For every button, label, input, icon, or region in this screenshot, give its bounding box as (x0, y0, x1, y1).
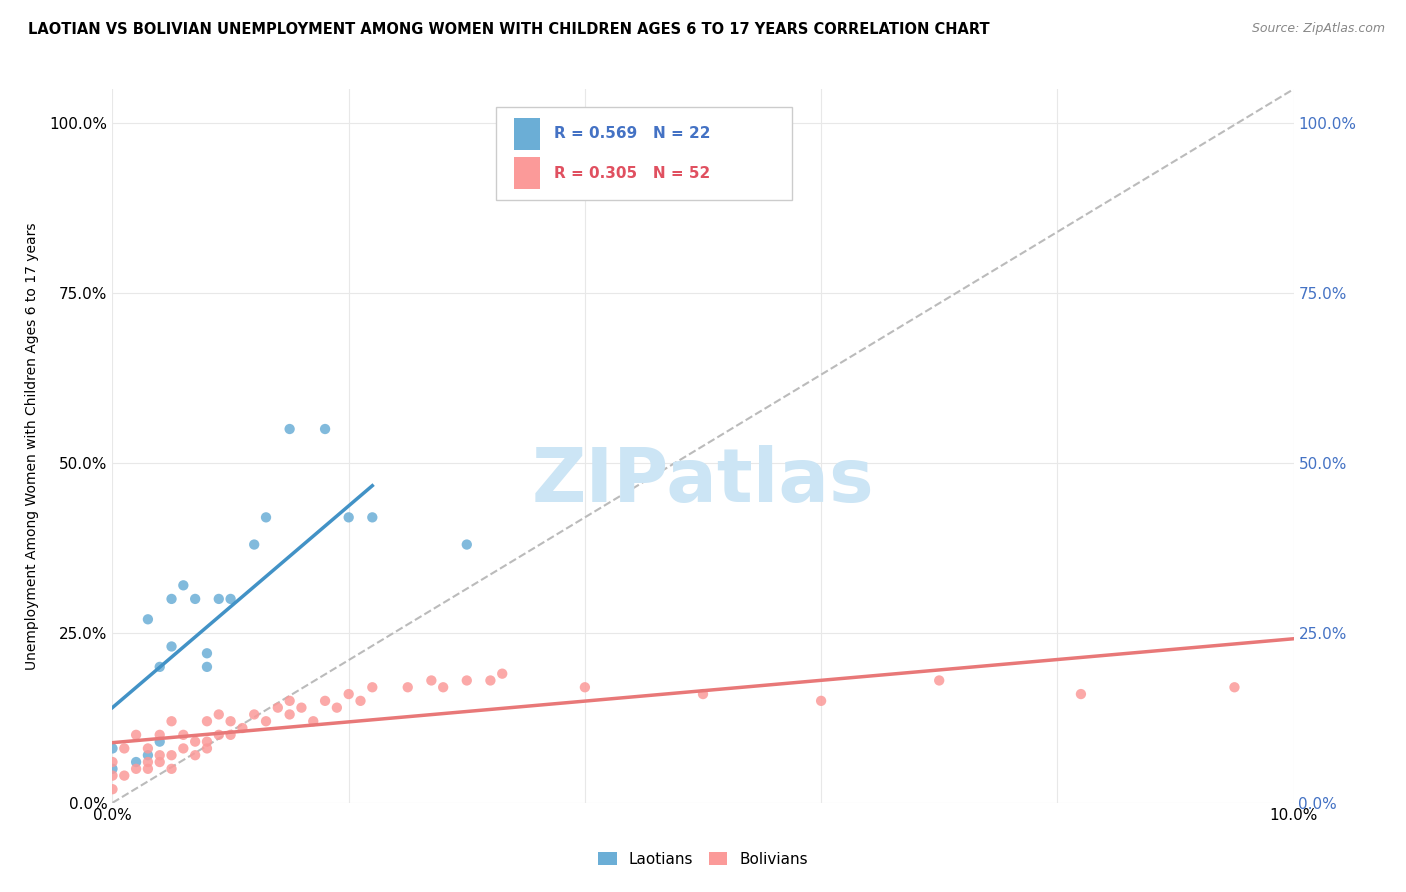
Point (208, 707, 231, 722)
Point (136, 748, 159, 763)
Point (125, 755, 148, 769)
Point (254, 510, 277, 524)
Point (574, 680, 596, 694)
Point (326, 700, 349, 714)
Point (195, 714, 218, 729)
Point (101, 741, 124, 756)
Point (149, 660, 172, 674)
Point (160, 591, 183, 606)
Text: LAOTIAN VS BOLIVIAN UNEMPLOYMENT AMONG WOMEN WITH CHILDREN AGES 6 TO 17 YEARS CO: LAOTIAN VS BOLIVIAN UNEMPLOYMENT AMONG W… (28, 22, 990, 37)
Point (160, 640, 183, 654)
Point (195, 734, 218, 748)
Text: ZIPatlas: ZIPatlas (531, 445, 875, 518)
Point (361, 680, 384, 694)
Point (290, 700, 312, 714)
Point (112, 741, 135, 756)
Y-axis label: Unemployment Among Women with Children Ages 6 to 17 years: Unemployment Among Women with Children A… (24, 222, 38, 670)
Point (219, 591, 242, 606)
Point (101, 762, 124, 776)
Point (112, 769, 135, 783)
Point (125, 762, 148, 776)
Bar (515, 157, 540, 189)
Point (396, 680, 419, 694)
Point (149, 728, 172, 742)
Point (278, 707, 301, 722)
Text: Source: ZipAtlas.com: Source: ZipAtlas.com (1251, 22, 1385, 36)
Point (219, 728, 242, 742)
Point (136, 755, 159, 769)
Point (172, 741, 194, 756)
Point (208, 728, 231, 742)
Point (337, 510, 360, 524)
Point (243, 707, 266, 722)
Point (278, 422, 301, 436)
Point (278, 694, 301, 708)
Point (361, 510, 384, 524)
Point (160, 714, 183, 729)
Point (1070, 687, 1092, 701)
Point (337, 687, 360, 701)
Point (243, 537, 266, 551)
Point (149, 748, 172, 763)
Point (254, 714, 277, 729)
Point (302, 714, 325, 729)
Point (456, 537, 478, 551)
Text: R = 0.569   N = 22: R = 0.569 N = 22 (554, 127, 710, 141)
Point (160, 762, 183, 776)
Point (160, 748, 183, 763)
Legend: Laotians, Bolivians: Laotians, Bolivians (598, 852, 808, 866)
Point (928, 673, 950, 688)
Bar (515, 118, 540, 150)
Point (184, 591, 207, 606)
Point (195, 646, 218, 660)
Point (184, 734, 207, 748)
Point (149, 755, 172, 769)
Point (810, 694, 832, 708)
Point (184, 748, 207, 763)
Point (136, 612, 159, 626)
Point (101, 782, 124, 797)
Point (172, 578, 194, 592)
Point (692, 687, 714, 701)
Point (267, 700, 290, 714)
Point (172, 728, 194, 742)
Point (479, 673, 502, 688)
Point (101, 755, 124, 769)
Point (349, 694, 371, 708)
Point (420, 673, 443, 688)
Point (1223, 680, 1246, 694)
Point (456, 673, 478, 688)
Point (136, 762, 159, 776)
Point (101, 769, 124, 783)
Point (314, 694, 336, 708)
Point (208, 591, 231, 606)
Point (314, 422, 336, 436)
Point (219, 714, 242, 729)
Text: R = 0.305   N = 52: R = 0.305 N = 52 (554, 166, 710, 180)
Point (136, 741, 159, 756)
Point (149, 734, 172, 748)
Point (125, 728, 148, 742)
Point (231, 721, 253, 735)
FancyBboxPatch shape (496, 107, 792, 200)
Point (195, 660, 218, 674)
Point (195, 741, 218, 756)
Point (432, 680, 454, 694)
Point (491, 666, 513, 681)
